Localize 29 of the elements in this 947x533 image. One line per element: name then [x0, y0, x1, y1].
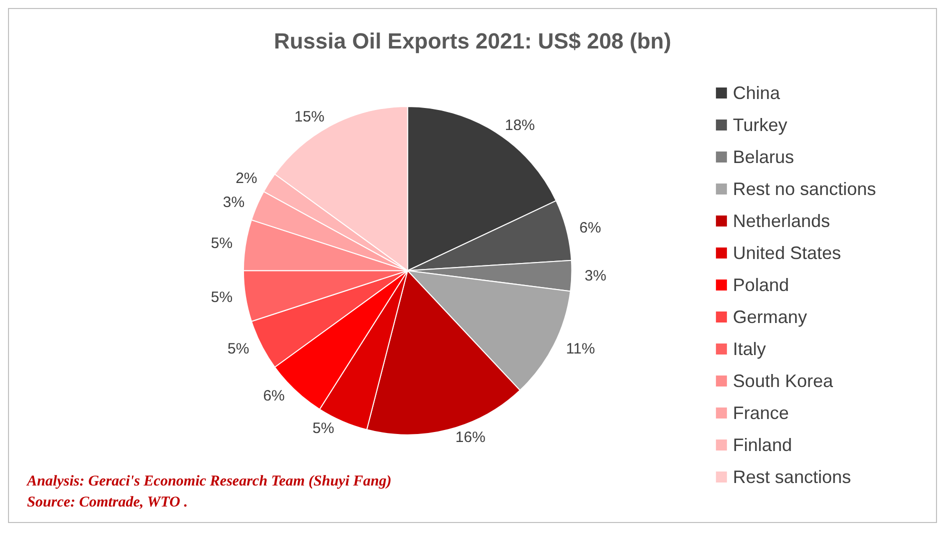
chart-title: Russia Oil Exports 2021: US$ 208 (bn) — [274, 28, 672, 54]
data-label: 6% — [263, 388, 285, 405]
text: Analysis: Geraci's Economic Research Team (Shuyi Fang) — [26, 474, 392, 490]
legend-label: Netherlands — [732, 211, 830, 231]
legend-label: Belarus — [732, 147, 794, 167]
data-label: 5% — [210, 235, 233, 252]
data-label: 6% — [579, 219, 602, 236]
source-note: Source: Comtrade, WTO . — [27, 494, 188, 510]
data-label: 18% — [504, 116, 535, 134]
legend-label: Rest sanctions — [732, 467, 851, 487]
legend-label: China — [732, 83, 781, 103]
data-label: 3% — [222, 194, 245, 211]
data-label: 5% — [228, 340, 250, 358]
data-label: 5% — [210, 289, 233, 306]
legend-label: Germany — [732, 307, 807, 327]
legend-label: France — [732, 403, 789, 423]
legend-label: Italy — [732, 339, 766, 359]
legend-label: Turkey — [732, 115, 788, 135]
data-label: 15% — [294, 108, 324, 126]
legend-label: Poland — [732, 275, 789, 295]
data-label: 16% — [455, 428, 486, 446]
data-label: 2% — [236, 170, 258, 187]
data-label: 5% — [312, 420, 334, 438]
legend-label: South Korea — [732, 371, 834, 391]
legend-label: Rest no sanctions — [732, 179, 876, 199]
data-label: 3% — [584, 268, 606, 285]
legend-label: United States — [732, 243, 841, 263]
legend-label: Finland — [732, 435, 792, 455]
data-label: 11% — [566, 340, 595, 358]
